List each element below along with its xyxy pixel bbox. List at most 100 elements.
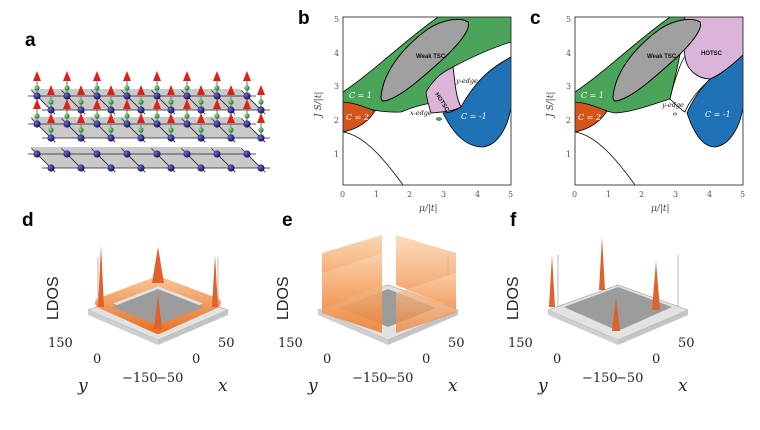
label-cminus1-c: C = -1 (705, 110, 731, 119)
svg-text:3: 3 (566, 82, 571, 91)
label-c2-b: C = 2 (346, 113, 369, 122)
x-ticks-b: 0 1 2 3 4 5 (340, 190, 513, 199)
lattice-atom (77, 106, 85, 114)
region-c2-c (575, 101, 608, 133)
ldos-peak-d (98, 245, 104, 307)
lattice-atom (243, 92, 251, 100)
spin-arrow-icon (227, 113, 235, 123)
ldos-peak-d (212, 255, 218, 307)
lattice-sheet (30, 147, 261, 168)
xtick-f-2: 50 (678, 336, 695, 351)
svg-text:1: 1 (606, 190, 611, 199)
panel-label-d: d (22, 210, 34, 231)
spin-center (124, 113, 130, 119)
ldos-peak-f (652, 261, 660, 310)
svg-text:5: 5 (334, 15, 339, 24)
ldos-plot-e: LDOS 150 0 −150 −50 0 50 y x (275, 235, 465, 396)
spin-arrow-icon (153, 99, 161, 109)
spin-center (34, 85, 40, 91)
ytick-d-2: −150 (122, 371, 158, 386)
zlabel-d: LDOS (45, 276, 62, 320)
lattice-atom (183, 150, 191, 158)
spin-arrow-icon (213, 71, 221, 81)
lattice-atom (93, 150, 101, 158)
lattice-atom (137, 164, 145, 172)
spin-center (34, 113, 40, 119)
lattice-atom (227, 164, 235, 172)
spin-arrow-icon (107, 85, 115, 95)
x-ticks-c: 0 1 2 3 4 5 (572, 190, 745, 199)
spin-center (108, 127, 114, 133)
phase-diagram-b: Weak TSC C = 1 C = 2 HOTSC y-edge x-edge… (314, 15, 513, 214)
region-blue-b (442, 56, 511, 148)
svg-text:2: 2 (639, 190, 644, 199)
ldos-peak-d (152, 247, 164, 283)
ldos-plot-d: LDOS 150 0 −150 −50 0 50 y x (45, 245, 235, 396)
panel-label-b: b (298, 8, 310, 29)
spin-center (214, 113, 220, 119)
lattice-atom (197, 106, 205, 114)
spin-arrow-icon (257, 85, 265, 95)
svg-text:5: 5 (740, 190, 745, 199)
ldos-peak-f (599, 237, 605, 290)
region-grey-c (612, 18, 702, 102)
spin-arrow-icon (167, 85, 175, 95)
spin-arrow-icon (243, 71, 251, 81)
yaxis-label-d: y (77, 376, 88, 396)
region-c2-b (343, 101, 376, 133)
xtick-f-0: −50 (616, 371, 643, 386)
label-c1-c: C = 1 (581, 91, 604, 100)
lattice-atom (33, 150, 41, 158)
spin-center (198, 127, 204, 133)
ytick-e-2: −150 (352, 371, 388, 386)
svg-text:2: 2 (407, 190, 412, 199)
xtick-d-2: 50 (218, 336, 235, 351)
spin-center (78, 127, 84, 133)
svg-text:5: 5 (566, 15, 571, 24)
lattice-atom (107, 164, 115, 172)
lattice-atom (213, 120, 221, 128)
spin-arrow-icon (33, 71, 41, 81)
xaxis-label-f: x (678, 376, 688, 396)
spin-arrow-icon (183, 71, 191, 81)
lattice-atom (213, 150, 221, 158)
label-cminus1-b: C = -1 (461, 112, 487, 121)
spin-center (228, 99, 234, 105)
label-weak-tsc-c: Weak TSC (647, 54, 677, 60)
spin-arrow-icon (153, 71, 161, 81)
lattice-atom (33, 92, 41, 100)
label-hotsc-c: HOTSC (701, 51, 723, 57)
ylabel-b: J S/|t| (314, 92, 324, 119)
spin-center (258, 99, 264, 105)
panel-label-e: e (282, 210, 293, 231)
ytick-e-1: 0 (323, 352, 331, 367)
lattice-atom (137, 106, 145, 114)
svg-text:3: 3 (441, 190, 446, 199)
ldos-peak-f (612, 297, 620, 331)
lattice-atom (93, 120, 101, 128)
spin-arrow-icon (93, 99, 101, 109)
spin-arrow-icon (183, 99, 191, 109)
spin-arrow-icon (123, 71, 131, 81)
lattice-atom (227, 134, 235, 142)
spin-arrow-icon (77, 113, 85, 123)
panel-label-a: a (25, 30, 36, 51)
spin-arrow-icon (63, 99, 71, 109)
ytick-e-0: 150 (278, 336, 303, 351)
lattice-atom (167, 164, 175, 172)
spin-center (124, 85, 130, 91)
ldos-plot-f: LDOS 150 0 −150 −50 0 50 y x (505, 237, 695, 396)
y-ticks-c: 1 2 3 4 5 (566, 15, 571, 159)
xlabel-b: μ/|t| (419, 204, 438, 214)
svg-text:3: 3 (334, 82, 339, 91)
spin-center (168, 127, 174, 133)
lattice-atom (107, 134, 115, 142)
label-yedge-b: y-edge (455, 77, 478, 85)
lattice-atom (123, 150, 131, 158)
xtick-d-0: −50 (156, 371, 183, 386)
xaxis-label-e: x (448, 376, 458, 396)
spin-center (154, 113, 160, 119)
svg-text:3: 3 (673, 190, 678, 199)
xtick-e-1: 0 (422, 352, 430, 367)
lattice-atom (153, 120, 161, 128)
